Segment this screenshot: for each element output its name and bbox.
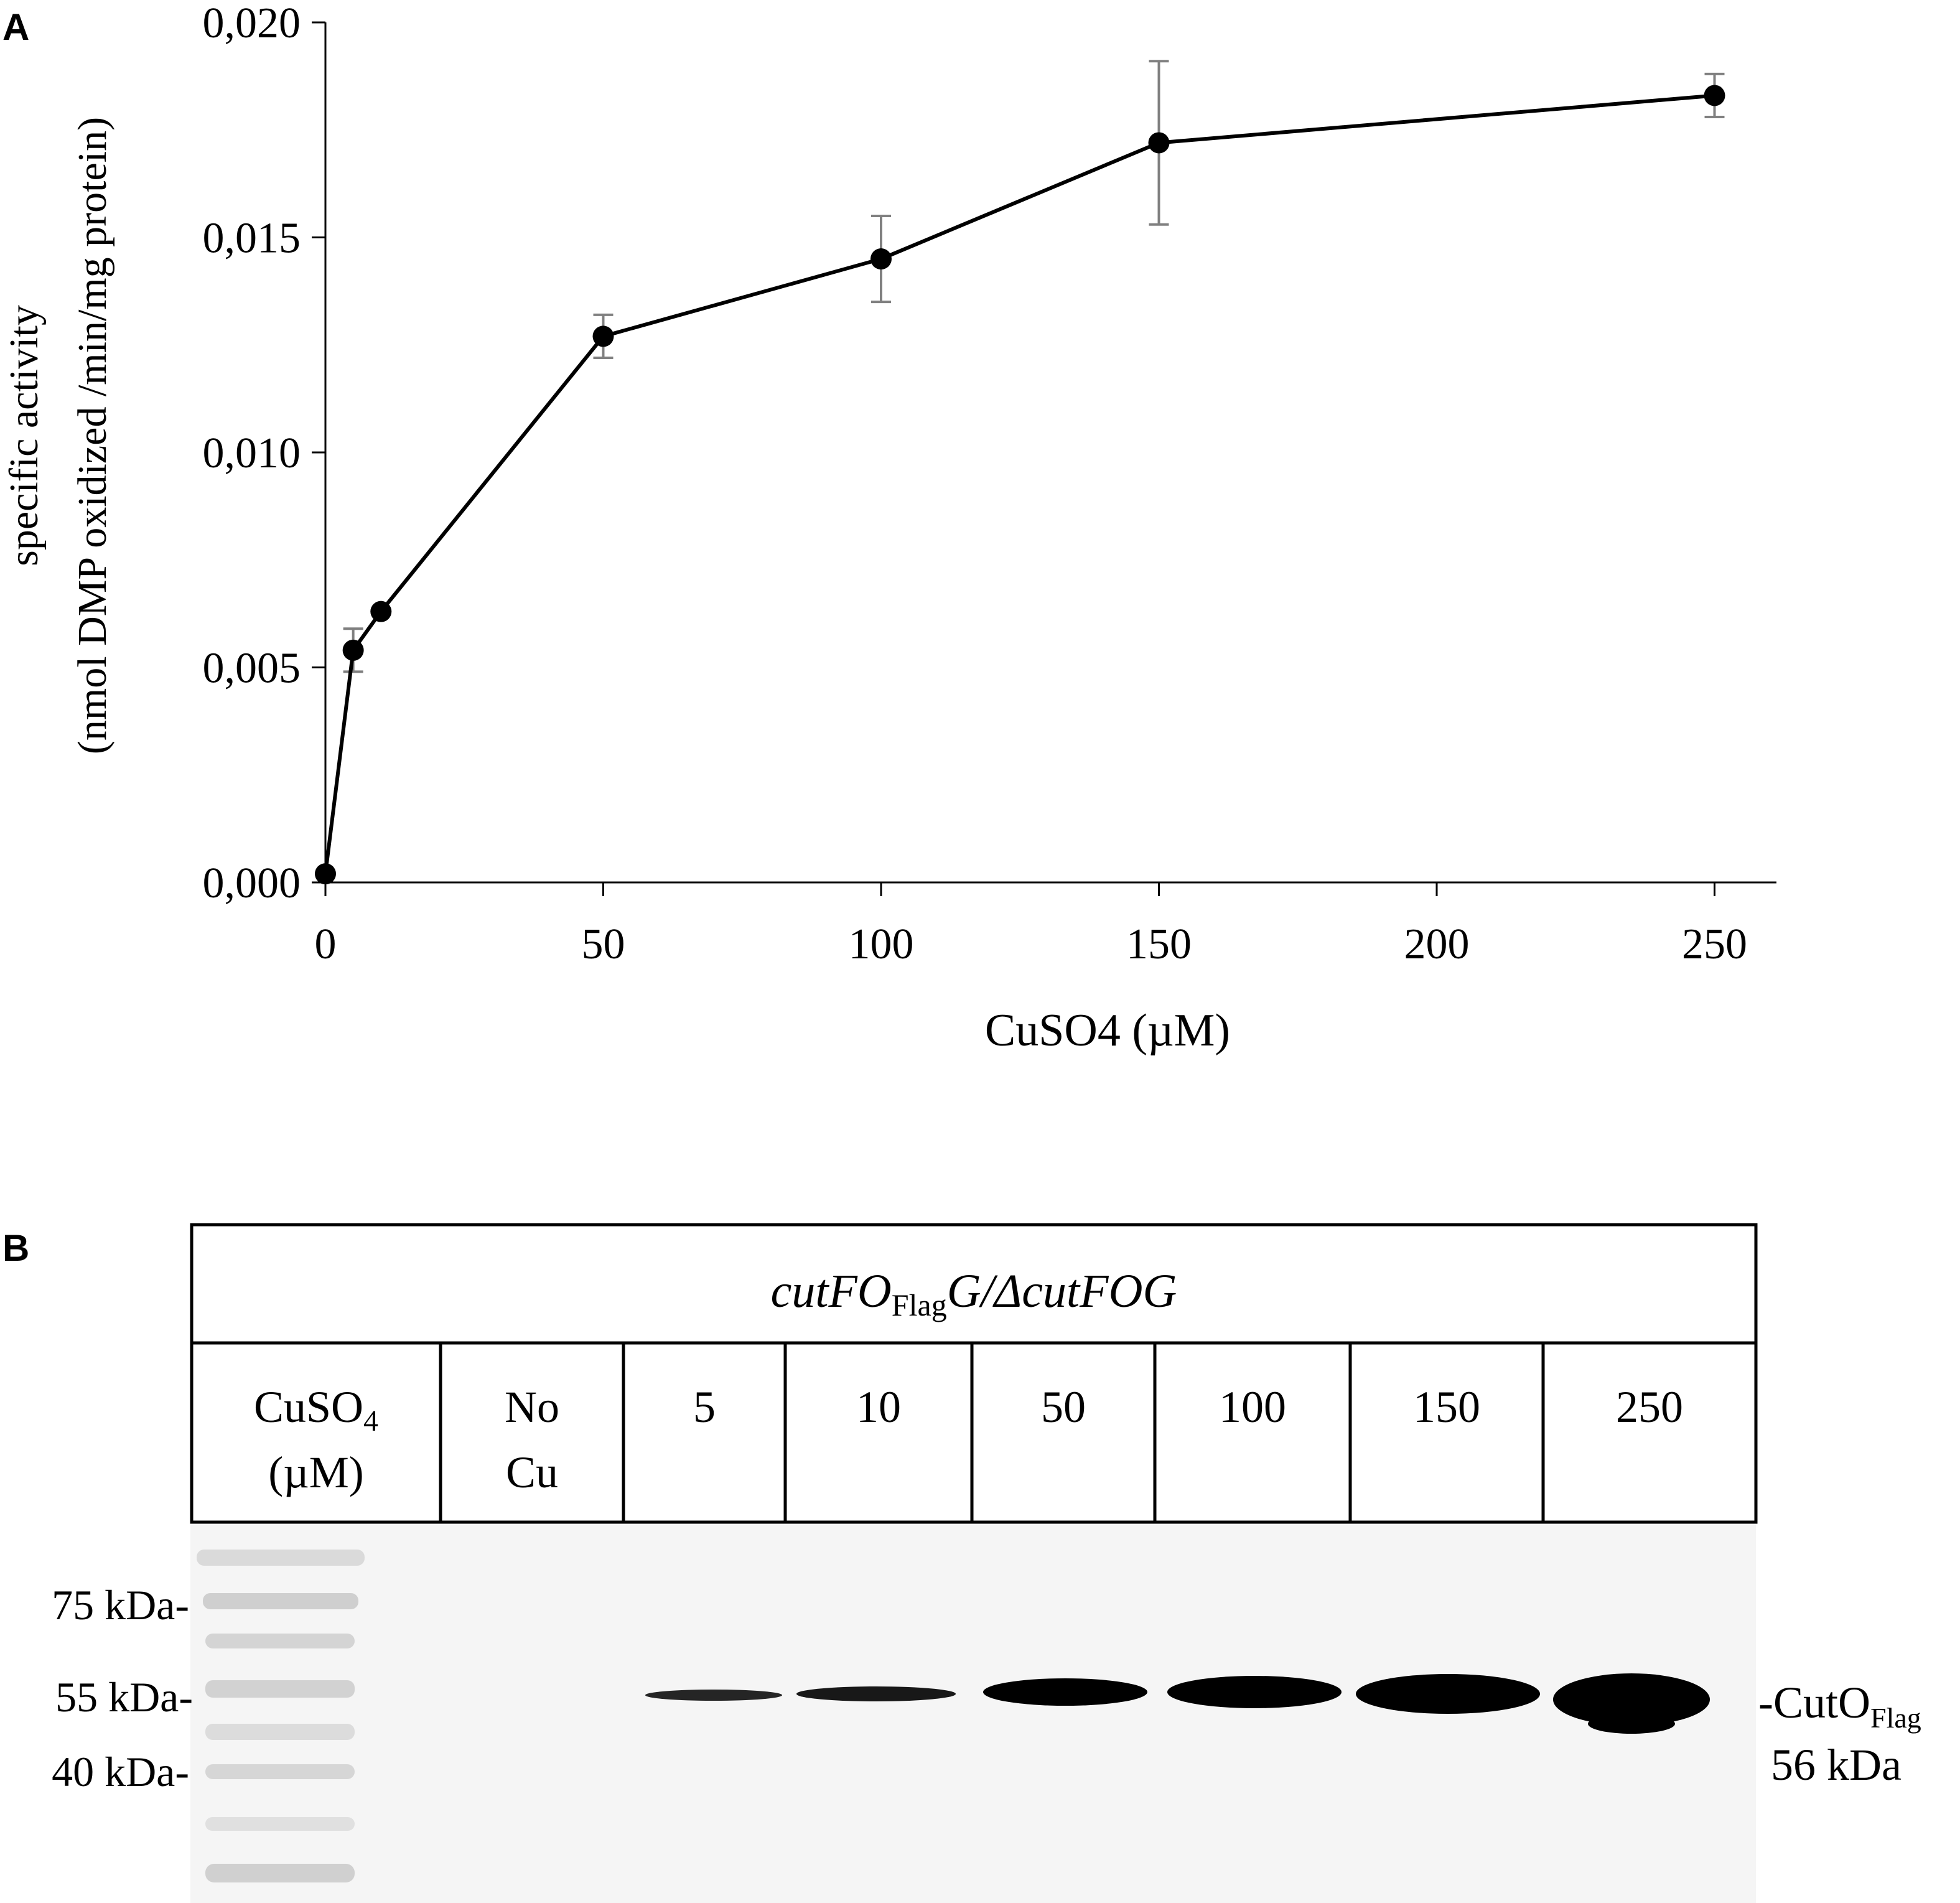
lane-label: 10: [856, 1382, 901, 1432]
series-line: [324, 93, 1715, 874]
y-tick-label: 0,005: [203, 645, 301, 693]
blot-membrane: [190, 1525, 1756, 1903]
protein-bands: [645, 1673, 1710, 1734]
y-ticks: 0,000 0,005 0,010 0,015 0,020: [203, 0, 325, 907]
x-axis-label: CuSO4 (µM): [985, 1005, 1230, 1056]
strain-header: cutFOFlagG/ΔcutFOG: [771, 1265, 1177, 1322]
data-point: [870, 248, 892, 270]
y-tick-label: 0,000: [203, 859, 301, 907]
band-label: -CutOFlag: [1758, 1678, 1921, 1734]
y-axis-label-line1: specific activity: [1, 305, 47, 566]
data-point: [592, 325, 614, 347]
western-blot: [190, 1525, 1756, 1903]
concentration-header-line1: CuSO4: [254, 1382, 378, 1438]
data-point: [342, 639, 364, 661]
lane-table: [190, 1223, 1758, 1524]
x-tick-label: 250: [1682, 920, 1747, 968]
lane-label: 150: [1413, 1382, 1480, 1432]
lane-labels: No Cu 5 10 50 100 150 250: [505, 1382, 1683, 1497]
x-tick-label: 200: [1404, 920, 1470, 968]
activity-chart: 0,000 0,005 0,010 0,015 0,020 0 50 100 150 200 25…: [203, 0, 1776, 968]
y-tick-label: 0,020: [203, 0, 301, 47]
panel-a-letter: A: [2, 6, 29, 48]
marker-75: 75 kDa-: [52, 1581, 189, 1629]
lane-label: No: [505, 1382, 559, 1432]
marker-40: 40 kDa-: [52, 1748, 189, 1795]
x-ticks: 0 50 100 150 200 250: [315, 882, 1747, 968]
data-points: [315, 85, 1725, 885]
panel-b-letter: B: [2, 1227, 29, 1269]
band-size-label: 56 kDa: [1771, 1740, 1902, 1790]
y-tick-label: 0,010: [203, 429, 301, 477]
y-tick-label: 0,015: [203, 215, 301, 263]
data-point: [1148, 132, 1170, 154]
lane-label: 5: [693, 1382, 716, 1432]
x-tick-label: 100: [849, 920, 914, 968]
x-tick-label: 50: [582, 920, 625, 968]
concentration-header-line2: (µM): [268, 1447, 363, 1497]
ladder-lane: [197, 1550, 365, 1882]
x-tick-label: 150: [1126, 920, 1192, 968]
lane-label: 250: [1616, 1382, 1683, 1432]
lane-label: 100: [1219, 1382, 1286, 1432]
lane-label: 50: [1041, 1382, 1086, 1432]
lane-label-line2: Cu: [506, 1447, 558, 1497]
error-bars: [343, 60, 1725, 673]
x-tick-label: 0: [315, 920, 337, 968]
y-axis-label-line2: (nmol DMP oxidized /min/mg protein): [70, 117, 115, 754]
data-point: [315, 863, 336, 885]
data-point: [370, 601, 392, 622]
marker-55: 55 kDa-: [55, 1673, 193, 1721]
data-point: [1704, 85, 1725, 106]
